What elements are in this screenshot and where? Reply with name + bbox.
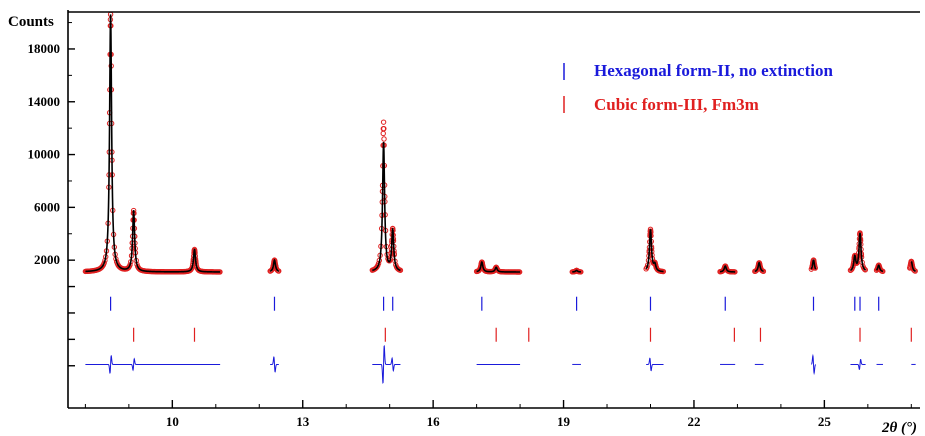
observed-point — [381, 136, 387, 142]
calculated-profile-segment-4 — [572, 269, 581, 273]
x-tick-label: 16 — [427, 414, 441, 429]
y-tick-label: 10000 — [28, 147, 61, 162]
x-tick-label: 19 — [557, 414, 571, 429]
calculated-profile-segment-1 — [269, 258, 280, 272]
legend-cubic-label: Cubic form-III, Fm3m — [594, 95, 759, 114]
observed-point — [862, 267, 869, 273]
observed-point — [276, 268, 282, 274]
x-tick-label: 13 — [296, 414, 310, 429]
y-tick-label: 6000 — [34, 199, 60, 214]
observed-point — [760, 268, 767, 275]
calculated-profile-segment-2 — [372, 141, 401, 272]
x-tick-label: 10 — [166, 414, 179, 429]
calculated-profile-segment-5 — [645, 229, 664, 273]
observed-point — [724, 267, 730, 273]
calculated-profile-segment-9 — [850, 232, 866, 272]
x-tick-label: 22 — [687, 414, 700, 429]
observed-point — [381, 125, 387, 132]
observed-point — [848, 267, 854, 273]
difference-segment-1 — [270, 356, 279, 373]
observed-point — [125, 265, 132, 271]
reflection-markers-layer — [109, 296, 912, 342]
observed-point — [861, 266, 868, 272]
y-axis-label: Counts — [8, 14, 54, 30]
observed-data-layer — [82, 11, 918, 275]
calculated-profile-segment-6 — [719, 265, 736, 273]
difference-segment-9 — [850, 358, 866, 370]
legend-hexagonal-label: Hexagonal form-II, no extinction — [594, 61, 833, 80]
y-tick-label: 18000 — [28, 41, 61, 56]
difference-segment-8 — [811, 353, 816, 376]
calculated-profile-layer — [85, 14, 916, 273]
legend: Hexagonal form-II, no extinction Cubic f… — [563, 61, 833, 114]
x-axis-label: 2θ (°) — [881, 420, 917, 436]
calculated-profile-segment-11 — [910, 260, 916, 272]
x-tick-label: 25 — [818, 414, 832, 429]
difference-segment-2 — [372, 345, 401, 384]
calculated-profile-segment-7 — [754, 261, 764, 273]
observed-point — [397, 267, 404, 273]
calculated-profile-segment-8 — [810, 259, 817, 270]
calculated-profile-segment-3 — [476, 260, 521, 273]
calculated-profile-segment-10 — [875, 264, 884, 273]
calculated-profile-segment-0 — [85, 14, 221, 273]
axes-layer: 2000 6000 10000 14000 18000 10 13 16 19 22 25 — [28, 10, 920, 429]
y-tick-label: 14000 — [28, 94, 61, 109]
difference-segment-5 — [646, 357, 664, 372]
observed-point — [380, 119, 387, 125]
observed-point — [380, 130, 386, 137]
y-tick-label: 2000 — [34, 252, 60, 267]
difference-curve-layer — [85, 345, 916, 384]
observed-point — [495, 267, 501, 273]
difference-segment-0 — [85, 355, 221, 374]
